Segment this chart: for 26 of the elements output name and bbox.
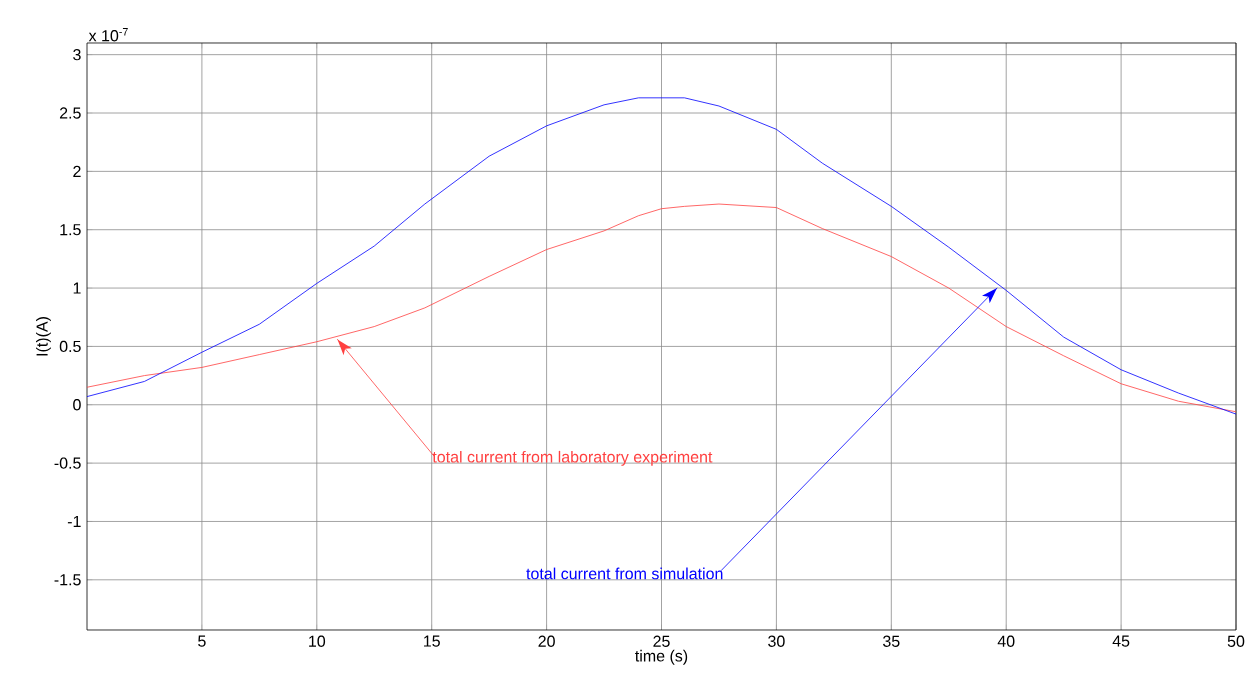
- y-tick-label: 1.5: [60, 224, 81, 236]
- x-tick-label: 10: [309, 635, 326, 647]
- annotation: total current from simulation: [526, 567, 723, 580]
- x-tick-label: 40: [997, 635, 1015, 647]
- x-tick-label: 5: [198, 635, 206, 647]
- text: x 10$^{-7}$: [88, 28, 128, 42]
- y-tick-label: 1: [73, 282, 81, 294]
- x-tick-label: 45: [1112, 635, 1130, 647]
- y-tick-label: -0.5: [54, 457, 81, 469]
- x-tick-label: 35: [883, 635, 900, 647]
- y-tick-label: 0.5: [59, 340, 81, 353]
- annotation: total current from laboratory experiment: [432, 450, 713, 466]
- x-tick-label: 20: [538, 635, 555, 647]
- y-tick-label: 0: [73, 399, 81, 411]
- x-axis-title: time (s): [635, 649, 688, 665]
- line-series: [86, 203, 1237, 413]
- x-tick-label: 25: [653, 635, 670, 647]
- y-tick-label: -1: [67, 515, 81, 527]
- x-tick-label: 50: [1227, 635, 1245, 647]
- y-axis-title: I(t)(A): [36, 317, 51, 356]
- y-tick-label: 3: [73, 49, 81, 61]
- y-tick-label: 2: [73, 165, 81, 177]
- x-tick-label: 15: [424, 635, 440, 647]
- y-tick-label: -1.5: [54, 574, 81, 586]
- y-tick-label: 2.5: [59, 107, 81, 119]
- x-tick-label: 30: [768, 635, 785, 647]
